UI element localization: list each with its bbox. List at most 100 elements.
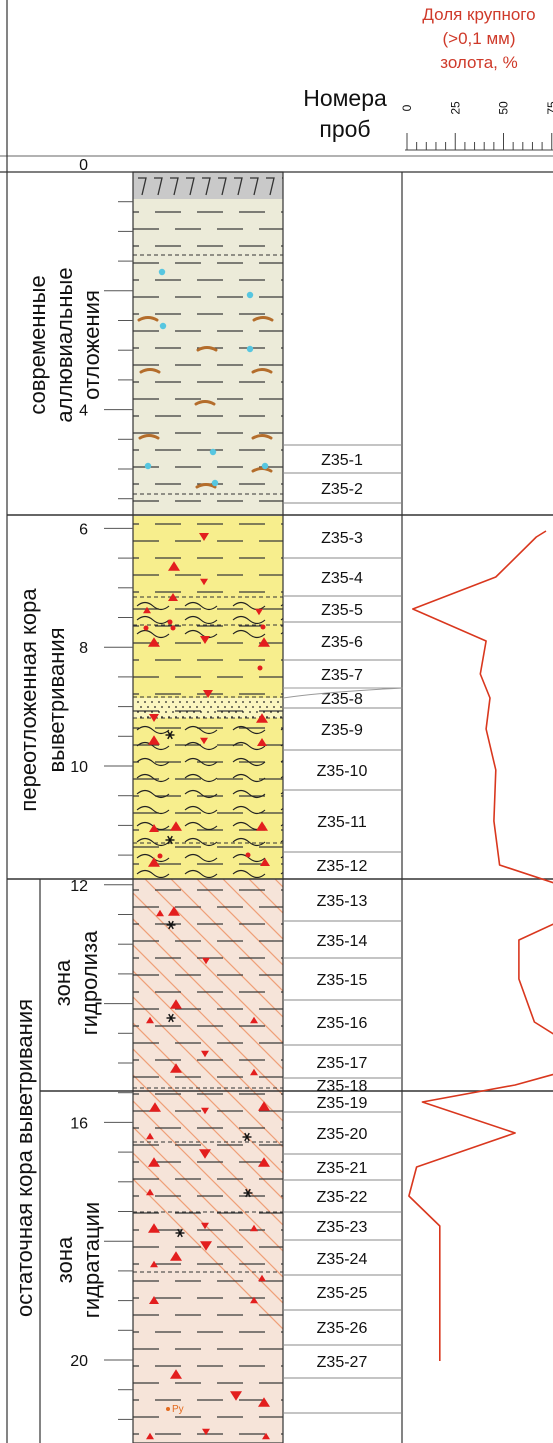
red-dot — [260, 624, 266, 630]
mineral-triangle — [200, 578, 208, 586]
mineral-triangle — [143, 606, 151, 614]
sulfide-star — [165, 730, 175, 740]
weathering-hatch — [133, 892, 283, 1044]
weathering-hatch — [133, 944, 283, 1096]
sand-dot — [140, 706, 142, 708]
sand-dot — [252, 706, 254, 708]
clay-wave — [184, 789, 218, 799]
sample-label: Z35-13 — [317, 893, 368, 910]
mineral-triangle — [156, 909, 164, 917]
organic-fragment — [194, 400, 216, 406]
clay-wave — [280, 839, 283, 843]
mineral-triangle — [257, 738, 267, 746]
sand-dot — [161, 716, 163, 718]
sample-7-connector — [282, 687, 404, 699]
clay-wave — [232, 757, 266, 767]
sand-dot — [273, 716, 275, 718]
sand-dot — [179, 711, 181, 713]
mineral-symbols: Py — [143, 533, 270, 1440]
samples-header-line1: Номера — [303, 85, 387, 111]
zone-hydrolysis-line1: зона — [50, 959, 75, 1006]
sand-dot — [175, 706, 177, 708]
sand-dot — [217, 706, 219, 708]
weathering-hatch — [379, 879, 553, 1443]
sand-dot — [259, 706, 261, 708]
clay-wave — [184, 773, 218, 783]
clay-wave — [184, 853, 218, 863]
depth-label: 10 — [70, 759, 88, 776]
mineral-triangle — [168, 593, 178, 601]
clay-wave — [232, 805, 266, 815]
sand-dot — [140, 716, 142, 718]
sample-label: Z35-6 — [321, 634, 363, 651]
sand-dot — [200, 701, 202, 703]
mineral-triangle — [200, 636, 210, 644]
sand-dot — [203, 706, 205, 708]
shell-dot — [158, 268, 166, 276]
sand-dot — [196, 716, 198, 718]
sand-dot — [231, 706, 233, 708]
sand-dot — [242, 701, 244, 703]
mineral-triangle — [250, 1296, 258, 1304]
depth-label: 6 — [79, 521, 88, 538]
sample-label: Z35-16 — [317, 1015, 368, 1032]
sand-dot — [235, 711, 237, 713]
sand-dot — [263, 701, 265, 703]
clay-wave — [136, 757, 170, 767]
sand-dot — [207, 711, 209, 713]
mineral-triangle — [256, 821, 268, 831]
sample-label: Z35-23 — [317, 1219, 368, 1236]
mineral-triangle — [256, 713, 268, 723]
sand-dot — [161, 706, 163, 708]
sand-dot — [235, 701, 237, 703]
clay-wave — [136, 725, 170, 735]
sand-dot — [165, 711, 167, 713]
gold-series-line — [408, 530, 553, 1361]
mineral-triangle — [258, 1101, 270, 1111]
mineral-triangle — [255, 608, 263, 616]
red-dot — [157, 853, 163, 859]
sand-dot — [200, 711, 202, 713]
sample-label: Z35-4 — [321, 570, 363, 587]
dotted-sand-interlayer — [133, 698, 283, 718]
mineral-triangle — [146, 1132, 154, 1140]
organic-fragment — [137, 316, 159, 322]
sample-label: Z35-19 — [317, 1095, 368, 1112]
soil-mark — [138, 177, 147, 196]
clay-wave — [136, 837, 170, 847]
unit-modern-line2: аллювиальные — [52, 267, 77, 422]
red-dot — [245, 852, 251, 858]
unit-redep-line1: переотложенная кора — [16, 588, 41, 812]
mineral-triangle — [250, 1224, 258, 1232]
sand-dot — [175, 716, 177, 718]
sand-dot — [207, 701, 209, 703]
clay-wave — [232, 615, 266, 625]
shell-dot — [211, 479, 219, 487]
sulfide-star — [243, 1188, 253, 1198]
clay-wave — [232, 869, 266, 878]
clay-wave — [280, 871, 283, 875]
sand-dot — [245, 706, 247, 708]
gold-header-line1: Доля крупного — [422, 5, 535, 24]
sand-dot — [266, 706, 268, 708]
clay-wave — [136, 615, 170, 625]
clay-wave — [280, 759, 283, 763]
sand-dot — [224, 706, 226, 708]
organic-fragment — [251, 467, 273, 473]
sand-dot — [238, 716, 240, 718]
star-stroke — [168, 920, 174, 930]
sand-dot — [224, 716, 226, 718]
sand-dot — [249, 701, 251, 703]
mineral-triangle — [168, 561, 180, 571]
sand-dot — [221, 711, 223, 713]
weathering-hatch — [431, 879, 553, 1443]
sample-label: Z35-10 — [317, 763, 368, 780]
mineral-triangle — [258, 1397, 270, 1407]
mineral-triangle — [200, 737, 208, 745]
clay-wave — [280, 727, 283, 731]
clay-wave — [280, 631, 283, 635]
sand-dot — [273, 706, 275, 708]
mineral-triangle — [250, 1016, 258, 1024]
sand-dot — [270, 711, 272, 713]
mineral-triangle — [170, 1063, 182, 1073]
